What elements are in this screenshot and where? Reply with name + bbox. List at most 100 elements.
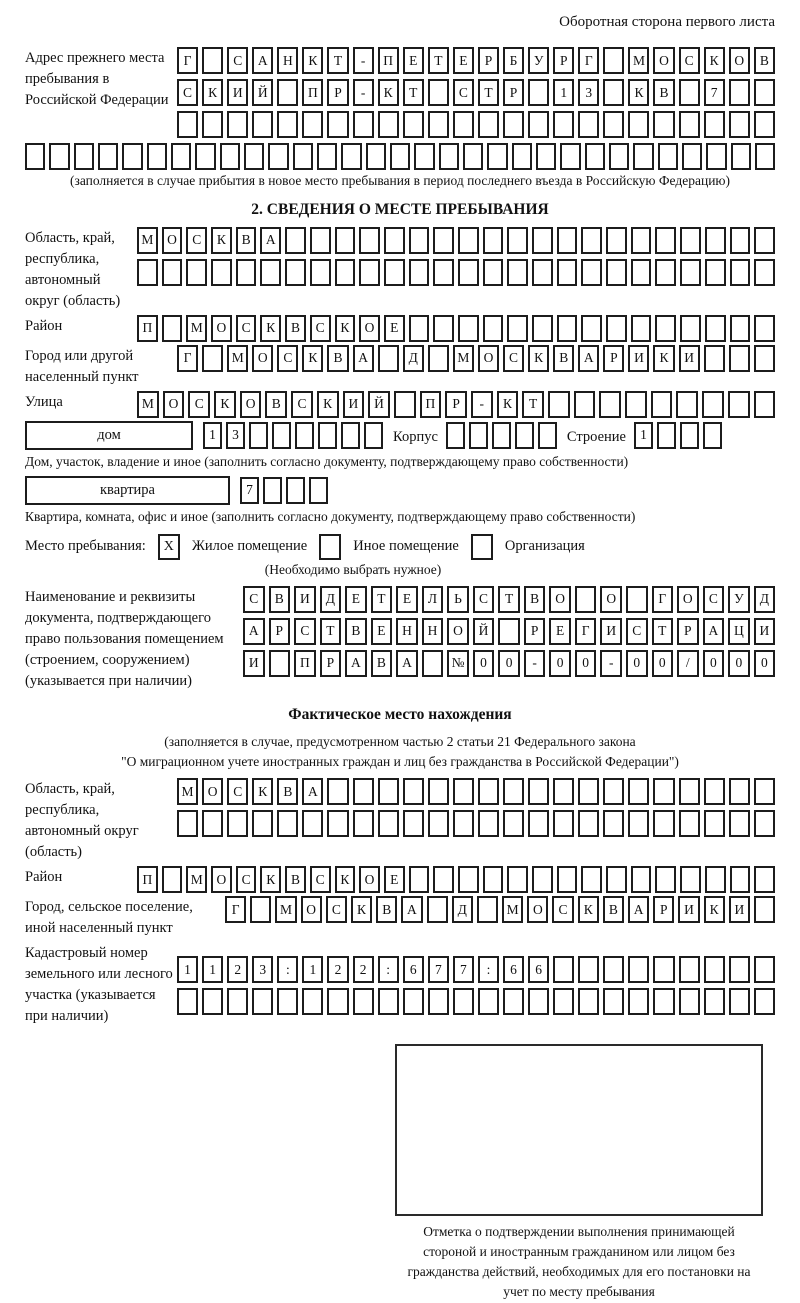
- char-box: И: [342, 390, 365, 418]
- char-box: Р: [677, 617, 699, 645]
- char-box: [402, 810, 424, 838]
- char-box: [334, 258, 356, 286]
- char-box: [574, 585, 597, 613]
- char-box: Н: [396, 617, 418, 645]
- char-box: Т: [370, 585, 393, 613]
- char-box: Н: [277, 47, 299, 74]
- char-box: М: [452, 344, 474, 372]
- char-box: 1: [203, 421, 222, 449]
- char-box: А: [345, 649, 367, 677]
- char-box: -: [523, 649, 546, 677]
- char-box: [653, 810, 675, 838]
- char-box: М: [502, 896, 524, 924]
- char-box: [528, 111, 550, 138]
- char-box: [532, 258, 553, 286]
- char-box: 0: [498, 649, 520, 677]
- char-box: [753, 956, 775, 984]
- char-box: [507, 258, 528, 286]
- char-box: К: [260, 314, 282, 342]
- char-box: А: [702, 617, 725, 645]
- char-box: [477, 810, 500, 838]
- char-box: А: [260, 226, 282, 254]
- char-box: К: [377, 79, 399, 106]
- char-box: В: [753, 47, 775, 74]
- char-box: [421, 649, 444, 677]
- cadastre-block: Кадастровый номер земельного или лесного…: [25, 942, 775, 1027]
- char-box: [482, 866, 504, 894]
- char-box: С: [325, 896, 347, 924]
- fact-city-block: Город, сельское поселение, иной населенн…: [25, 896, 776, 939]
- char-box: [383, 226, 405, 254]
- char-box: [606, 226, 627, 254]
- char-box: Б: [503, 47, 525, 74]
- char-box: Е: [383, 866, 405, 894]
- char-box: [452, 778, 474, 806]
- char-box: Д: [451, 896, 473, 924]
- region-label: Область, край, республика, автономный ок…: [25, 229, 121, 309]
- char-box: [703, 956, 725, 984]
- char-box: -: [470, 390, 493, 418]
- char-box: 0: [753, 649, 776, 677]
- char-box: О: [600, 585, 622, 613]
- stamp-box: [395, 1043, 763, 1216]
- char-box: [603, 810, 625, 838]
- char-box: Е: [396, 585, 418, 613]
- house-note: Дом, участок, владение и иное (заполнить…: [25, 453, 629, 469]
- char-box: 7: [427, 956, 449, 984]
- char-box: К: [334, 866, 356, 894]
- char-box: Т: [651, 617, 674, 645]
- char-box: [389, 143, 411, 170]
- char-box: К: [214, 390, 236, 418]
- char-box: 0: [472, 649, 495, 677]
- option-other-premises-label: Иное помещение: [353, 538, 459, 555]
- char-box: В: [327, 344, 349, 372]
- char-box: [491, 421, 511, 449]
- char-box: [445, 421, 465, 449]
- char-box: 1: [553, 79, 575, 106]
- char-box: Й: [472, 617, 495, 645]
- char-box: Р: [319, 649, 342, 677]
- char-box: [528, 988, 550, 1016]
- char-box: О: [211, 866, 232, 894]
- char-box: 0: [702, 649, 725, 677]
- char-box: [327, 988, 349, 1016]
- char-box: 3: [578, 79, 600, 106]
- char-box: Е: [383, 314, 405, 342]
- char-box: 2: [227, 956, 249, 984]
- char-box: :: [477, 956, 500, 984]
- char-box: О: [300, 896, 322, 924]
- char-box: [507, 314, 528, 342]
- char-box: /: [677, 649, 699, 677]
- char-box: И: [678, 896, 700, 924]
- char-box: [702, 421, 722, 449]
- char-box: [433, 258, 454, 286]
- char-box: [272, 421, 291, 449]
- char-box: 6: [528, 956, 550, 984]
- char-box: С: [177, 79, 199, 106]
- char-box: [457, 314, 479, 342]
- char-box: №: [447, 649, 469, 677]
- char-box: [352, 778, 374, 806]
- char-box: К: [202, 79, 224, 106]
- char-box: С: [309, 866, 331, 894]
- char-box: [316, 143, 338, 170]
- char-box: [452, 111, 474, 138]
- char-box: -: [600, 649, 622, 677]
- char-box: [334, 226, 356, 254]
- char-box: [704, 314, 726, 342]
- cadastre-label: Кадастровый номер земельного или лесного…: [25, 945, 173, 1025]
- char-box: [227, 988, 249, 1016]
- char-box: [655, 226, 677, 254]
- char-box: [482, 314, 504, 342]
- char-box: Г: [225, 896, 247, 924]
- char-box: [553, 956, 575, 984]
- char-box: [633, 143, 654, 170]
- char-box: [263, 476, 282, 504]
- char-box: А: [401, 896, 423, 924]
- char-box: Р: [503, 79, 525, 106]
- char-box: [703, 988, 725, 1016]
- char-box: [249, 421, 268, 449]
- char-box: [603, 79, 625, 106]
- char-box: О: [162, 390, 185, 418]
